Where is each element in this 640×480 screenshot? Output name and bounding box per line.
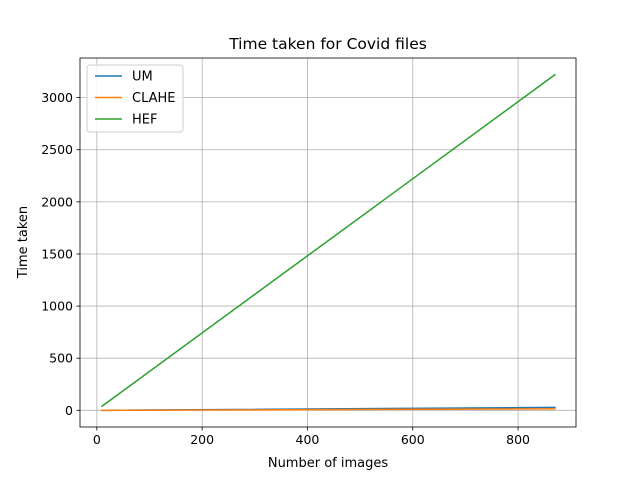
y-axis-label: Time taken [16,206,31,279]
series-line-clahe [101,408,556,412]
legend-box [86,64,184,133]
y-tick-label: 500 [49,351,73,366]
x-tick-label: 0 [93,432,101,447]
plot-frame [79,57,577,428]
x-axis-label: Number of images [268,456,389,471]
series-line-hef [101,73,556,408]
y-tick-label: 1500 [41,246,73,261]
legend-label-um: UM [132,70,153,85]
y-tick-label: 2500 [41,142,73,157]
legend-label-clahe: CLAHE [132,91,176,106]
grid [80,58,576,427]
legend: UM CLAHE HEF [86,64,184,133]
legend-label-hef: HEF [132,113,157,128]
axis-ticks: 0 200 400 600 800 0 500 1000 1500 2000 2500 3000 [41,90,530,447]
x-tick-label: 600 [401,432,425,447]
y-tick-label: 3000 [41,90,73,105]
x-tick-label: 800 [506,432,530,447]
chart-title: Time taken for Covid files [228,35,427,53]
series-lines [101,73,556,412]
y-tick-label: 2000 [41,194,73,209]
y-tick-label: 1000 [41,299,73,314]
x-tick-label: 400 [296,432,320,447]
x-tick-label: 200 [190,432,214,447]
y-tick-label: 0 [65,403,73,418]
